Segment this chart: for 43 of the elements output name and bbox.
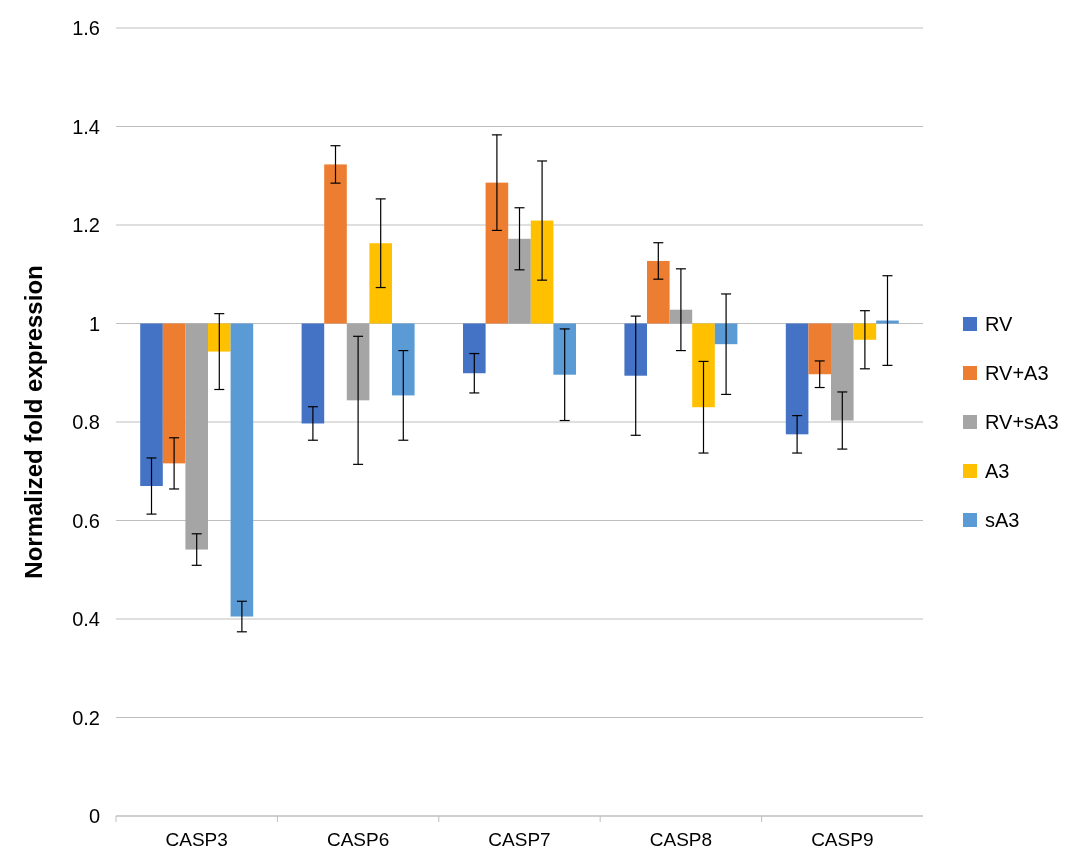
x-tick-label: CASP8 xyxy=(649,829,713,850)
legend-label: RV+sA3 xyxy=(985,411,1059,433)
bar xyxy=(301,323,325,424)
bar xyxy=(530,220,554,324)
bar xyxy=(831,323,854,421)
y-tick-label: 0 xyxy=(88,805,100,827)
x-tick-label: CASP3 xyxy=(165,829,228,850)
legend-label: A3 xyxy=(985,460,1010,482)
bar xyxy=(808,323,831,375)
bar xyxy=(553,323,576,375)
y-tick-label: 1 xyxy=(88,312,100,335)
bar xyxy=(185,323,208,550)
bar xyxy=(369,243,392,324)
bar xyxy=(463,323,486,374)
y-tick-label: 1.2 xyxy=(72,214,100,236)
bar xyxy=(624,323,648,376)
x-tick-label: CASP6 xyxy=(326,829,390,850)
bar xyxy=(647,260,670,324)
bar xyxy=(785,323,809,435)
bar xyxy=(346,323,370,401)
y-tick-label: 0.4 xyxy=(72,608,100,630)
x-tick-label: CASP7 xyxy=(488,829,551,850)
legend-label: RV+A3 xyxy=(985,362,1049,384)
bar xyxy=(324,164,347,324)
bar xyxy=(485,182,509,324)
bar xyxy=(208,323,231,352)
bar xyxy=(230,323,254,617)
x-tick-label: CASP9 xyxy=(811,829,874,850)
legend-label: RV xyxy=(985,313,1014,335)
y-tick-label: 0.8 xyxy=(72,411,100,433)
y-tick-label: 0.2 xyxy=(72,706,100,729)
bar xyxy=(876,320,899,324)
legend-label: sA3 xyxy=(985,509,1020,531)
y-tick-label: 0.6 xyxy=(72,509,100,532)
bar xyxy=(391,323,415,396)
bar xyxy=(692,323,715,408)
y-tick-label: 1.6 xyxy=(72,17,100,39)
y-tick-label: 1.4 xyxy=(72,115,100,138)
bar xyxy=(669,309,693,324)
bar xyxy=(140,323,163,487)
y-axis-title: Normalized fold expression xyxy=(20,265,47,579)
bar xyxy=(508,238,531,324)
bar xyxy=(162,323,186,464)
